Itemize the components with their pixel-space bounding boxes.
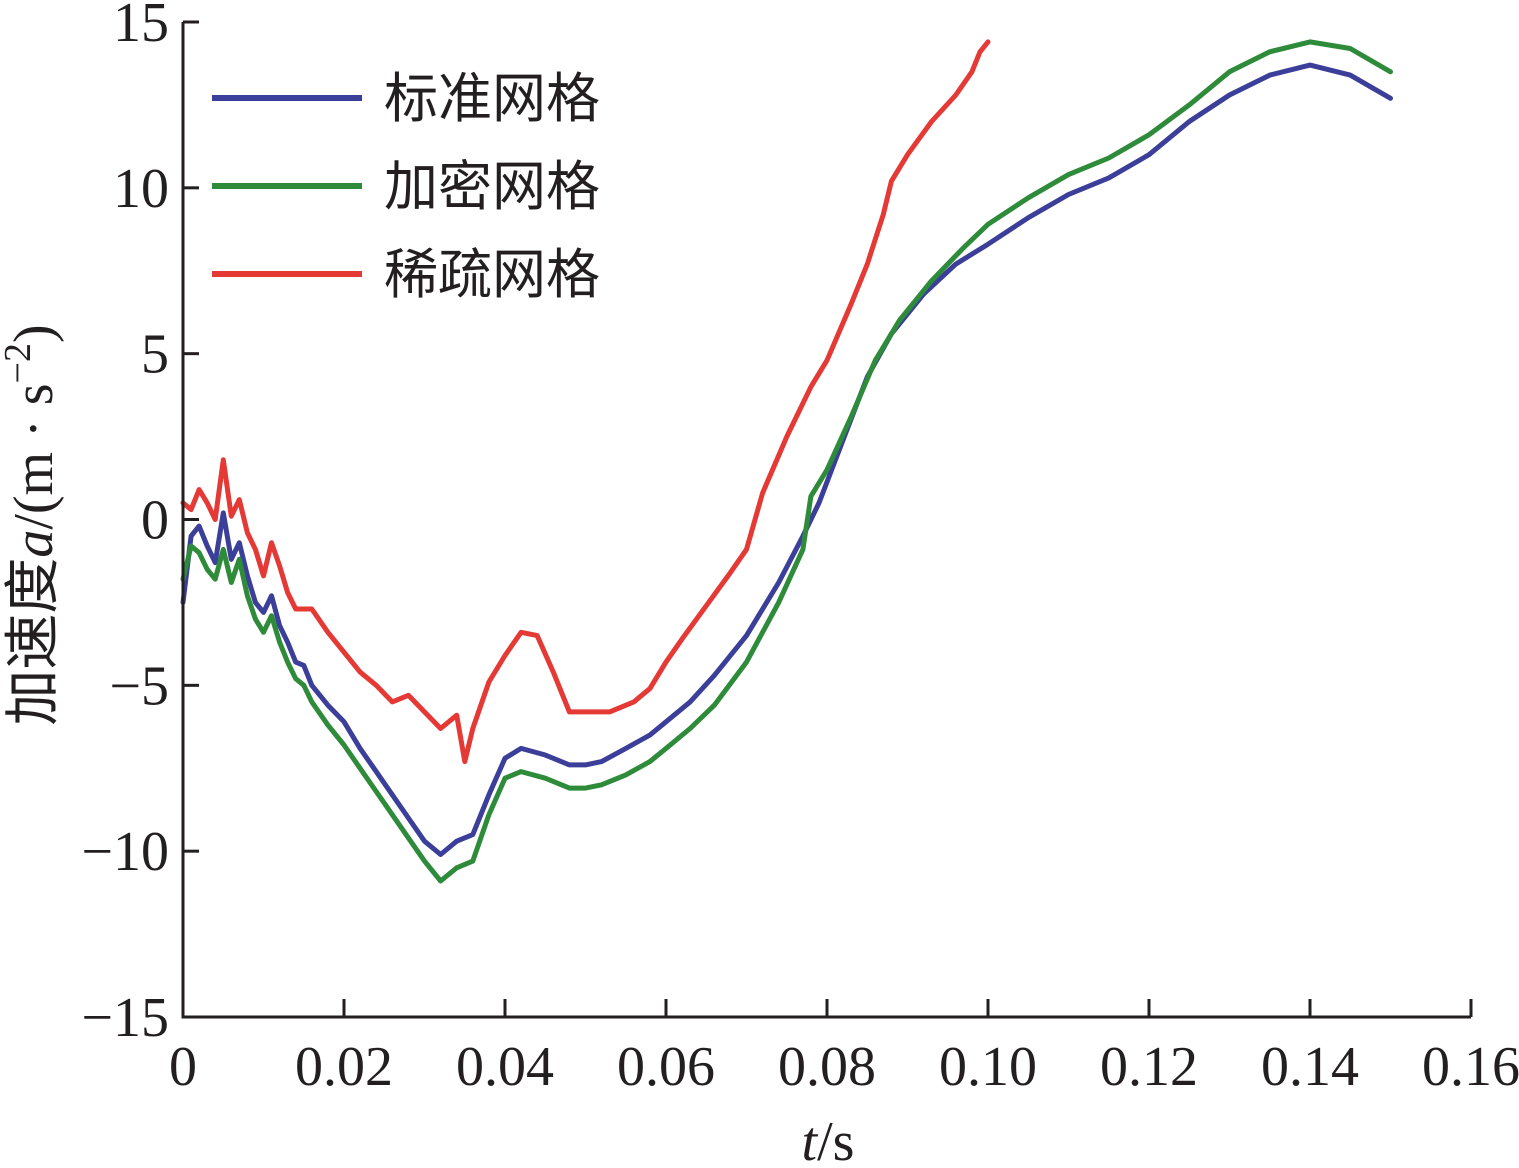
series-line-2 — [180, 39, 1393, 884]
x-tick-label: 0.04 — [456, 1036, 554, 1098]
x-axis-title-var: t — [802, 1111, 819, 1168]
x-tick-label: 0.08 — [778, 1036, 876, 1098]
y-tick-label: −5 — [109, 655, 169, 717]
legend-label-1: 标准网格 — [384, 67, 600, 130]
axes: −15 −10 −5 0 5 10 15 0 0.02 0.04 0.06 0.08 0.10 0.12 0… — [81, 0, 1519, 1098]
y-tick-label: −10 — [81, 821, 169, 883]
x-tick-label: 0.16 — [1422, 1036, 1519, 1098]
x-tick-label: 0.12 — [1100, 1036, 1198, 1098]
legend-label-3: 稀疏网格 — [384, 243, 600, 306]
y-axis-title-prefix: 加速度 — [1, 558, 66, 726]
y-tick-label: 5 — [141, 324, 169, 386]
x-tick-label: 0.02 — [295, 1036, 393, 1098]
y-axis-title-var: a — [3, 530, 65, 558]
y-axis-title-unit: /(m · s — [3, 383, 65, 529]
y-axis-title-sup: −2 — [0, 343, 39, 383]
x-tick-label: 0.14 — [1261, 1036, 1359, 1098]
y-axis-title-close: ) — [3, 324, 65, 343]
y-tick-label: 10 — [113, 158, 169, 220]
legend-label-2: 加密网格 — [384, 155, 600, 218]
x-tick-label: 0.06 — [617, 1036, 715, 1098]
x-tick-label: 0 — [169, 1036, 197, 1098]
y-tick-label: −15 — [81, 987, 169, 1049]
y-axis-title: 加速度a/(m · s−2) — [0, 324, 66, 725]
x-tick-label: 0.10 — [939, 1036, 1037, 1098]
series-line-1 — [180, 62, 1393, 857]
x-axis-title-unit: /s — [817, 1111, 854, 1168]
y-tick-label: 15 — [113, 0, 169, 54]
series-line-3 — [180, 39, 991, 765]
series-layer — [180, 39, 1393, 884]
y-tick-label: 0 — [141, 490, 169, 552]
x-axis-title: t/s — [802, 1111, 855, 1168]
